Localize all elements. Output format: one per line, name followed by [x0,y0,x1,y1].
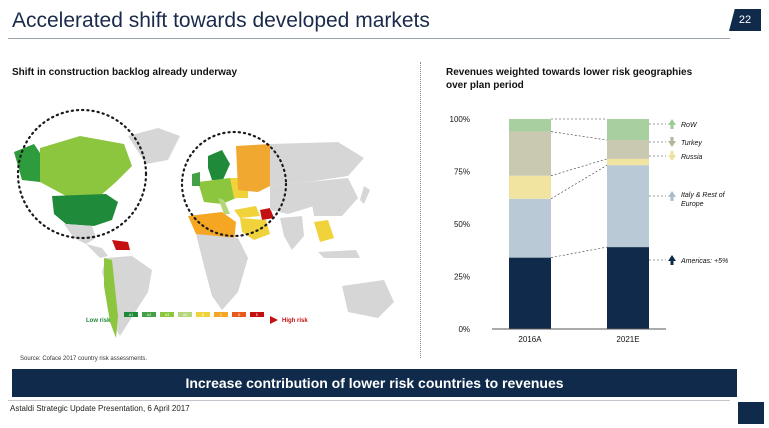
source-note: Source: Coface 2017 country risk assessm… [20,356,148,362]
bar-segment [509,257,551,329]
legend-swatch-label: B [202,313,205,317]
panel-divider [420,62,421,358]
legend-high-risk-label: High risk [282,318,308,324]
legend-swatch-c [214,312,228,317]
map-mexico [64,224,96,244]
footer-rule [8,400,730,401]
slide-title: Accelerated shift towards developed mark… [12,9,430,32]
y-tick-label: 100% [450,115,470,124]
americas-highlight-circle [16,108,148,240]
legend-swatch-d [232,312,246,317]
map-middle-east [240,218,270,240]
segment-connector [550,164,608,200]
right-panel-heading-line2: over plan period [446,80,524,91]
map-usa [52,194,118,226]
revenue-stacked-bar-chart: 0% 25% 50% 75% 100% 2016A 2021E Americas: +5% I… [450,115,729,344]
map-scandinavia [208,150,230,182]
map-italy [218,198,230,214]
y-tick-label: 50% [454,220,470,229]
up-arrow-icon [668,191,676,201]
bar-segment [607,140,649,159]
map-chile-peru [104,258,118,338]
legend-swatch-a4 [178,312,192,317]
y-tick-label: 75% [454,168,470,177]
bar-segment [509,175,551,199]
map-japan [360,186,370,204]
map-venezuela [112,240,130,250]
europe-highlight-circle [180,130,288,238]
bar-segment [607,119,649,140]
legend-swatch-b [196,312,210,317]
legend-label: RoW [681,122,698,129]
down-arrow-icon [668,151,676,161]
map-china [308,178,358,216]
map-india [280,216,304,250]
map-canada [40,136,132,196]
bar-segment [509,119,551,132]
bar-segment [509,131,551,176]
up-arrow-icon [668,119,676,129]
legend-swatch-label: A1 [129,313,133,317]
world-risk-map: Low risk A1 A2 A3 A4 B C D E High risk [8,86,408,356]
map-central-asia [270,182,314,214]
segment-connector [550,158,608,176]
down-arrow-icon [668,137,676,147]
y-tick-label: 0% [458,325,470,334]
segment-connector [550,131,608,141]
footer-accent-bar [738,402,764,424]
legend-swatch-label: D [238,313,241,317]
left-panel-heading: Shift in construction backlog already un… [12,67,238,78]
legend-label: Italy & Rest of Europe [681,192,726,208]
y-tick-label: 25% [454,273,470,282]
up-arrow-icon [668,255,676,265]
map-indonesia [318,250,360,258]
map-southeast-asia [314,220,334,242]
legend-arrow-head [270,316,278,324]
map-russia [236,144,272,192]
bar-segment [607,165,649,248]
legend-low-risk-label: Low risk [86,318,111,324]
right-panel-heading: Revenues weighted towards lower risk geo… [446,66,692,92]
map-greenland [128,128,180,164]
x-tick-label: 2021E [616,335,639,344]
map-turkey [234,206,260,218]
map-caucasus [260,208,274,220]
legend-swatch-a3 [160,312,174,317]
legend-label: Russia [681,154,703,161]
legend-swatch-e [250,312,264,317]
legend-swatch-label: A3 [165,313,169,317]
legend-swatch-label: A2 [147,313,151,317]
footer-text: Astaldi Strategic Update Presentation, 6… [10,404,190,413]
risk-legend: Low risk A1 A2 A3 A4 B C D E High risk [86,312,308,324]
right-panel-heading-line1: Revenues weighted towards lower risk geo… [446,67,693,78]
map-alaska [14,144,42,182]
legend-swatch-a1 [124,312,138,317]
legend-label: Americas: +5% [680,258,728,265]
map-western-europe [198,178,236,204]
map-australia [342,280,394,318]
legend-swatch-a2 [142,312,156,317]
bar-segment [607,158,649,166]
legend-swatch-label: E [256,313,259,317]
x-tick-label: 2016A [518,335,542,344]
legend-swatch-label: A4 [183,313,187,317]
key-message-banner: Increase contribution of lower risk coun… [12,369,737,397]
segment-connector [550,246,608,258]
map-russia-east [270,142,364,186]
map-central-america [86,244,108,258]
bar-segment [509,198,551,258]
map-uk [192,172,200,186]
page-number-badge: 22 [729,9,761,31]
legend-label: Turkey [681,140,702,147]
title-rule [8,38,730,39]
map-africa [196,234,248,310]
legend-swatch-label: C [220,313,223,317]
bar-segment [607,247,649,329]
